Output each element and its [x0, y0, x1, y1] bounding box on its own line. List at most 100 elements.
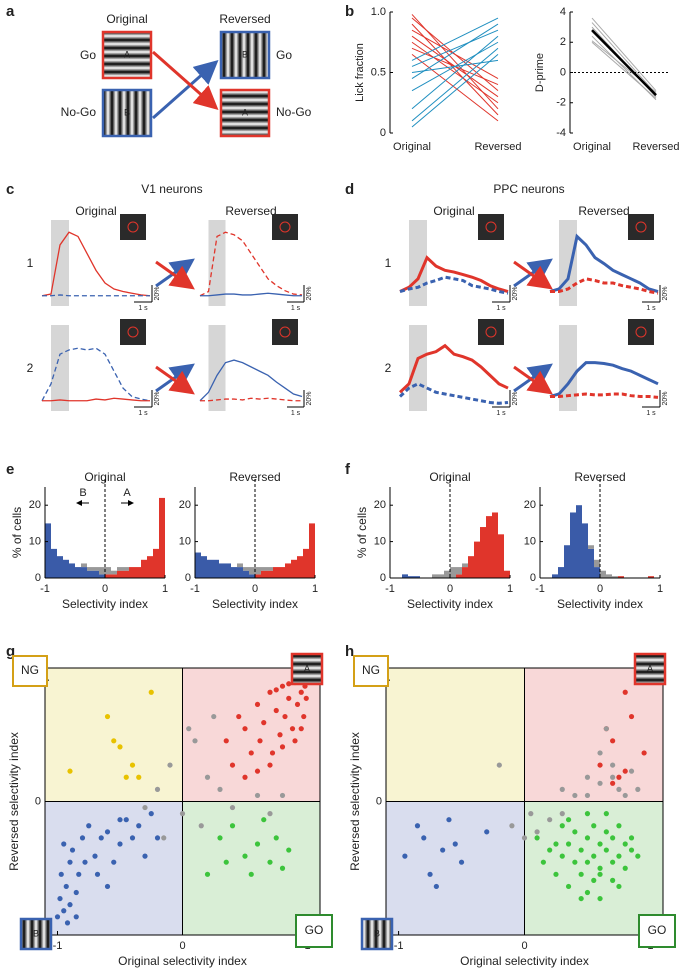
stimulus-letter: B [33, 928, 39, 938]
point [572, 792, 578, 799]
point [496, 762, 502, 768]
series-line [591, 29, 657, 97]
point [142, 853, 148, 859]
stimulus-letter: A [647, 663, 653, 673]
arrow [513, 260, 553, 290]
point [610, 835, 616, 841]
point [117, 744, 123, 750]
point [616, 774, 622, 780]
histogram-bar [498, 534, 504, 578]
point [236, 713, 242, 720]
corner-box [295, 914, 333, 948]
point [192, 738, 198, 744]
point [242, 853, 248, 859]
histogram-bar [588, 545, 594, 549]
histogram-bar [444, 570, 450, 578]
point [572, 859, 578, 865]
point [254, 768, 261, 774]
x-tick-label: 0 [521, 940, 527, 952]
point [273, 835, 279, 841]
point [261, 817, 267, 823]
histogram-bar [237, 567, 243, 578]
point [69, 847, 76, 853]
point [277, 732, 283, 738]
point [578, 847, 584, 853]
y-tick-label: 2 [560, 36, 566, 48]
point [509, 823, 515, 829]
x-axis-label: Selectivity index [557, 597, 643, 611]
histogram-bar [267, 567, 273, 571]
histogram-bar [480, 527, 486, 578]
cell-outline [127, 326, 139, 338]
arrow [155, 260, 195, 290]
point [610, 762, 616, 768]
histogram-bar [249, 567, 255, 575]
point [622, 841, 628, 847]
column-title: Reversed [225, 204, 276, 218]
annotation: B [79, 487, 86, 499]
histogram-bar [147, 556, 153, 578]
cell-image [478, 214, 504, 240]
stimulus-letter: A [304, 663, 310, 673]
x-tick-label: 1 [507, 583, 513, 595]
point [267, 811, 273, 817]
histogram-bar [153, 548, 159, 578]
y-tick-label: 0 [35, 795, 41, 807]
point [142, 804, 148, 811]
x-axis-label: Selectivity index [407, 597, 493, 611]
point [242, 726, 248, 732]
trace [549, 361, 659, 398]
histogram-bar [123, 567, 129, 571]
histogram-bar [474, 541, 480, 578]
point [267, 689, 273, 695]
scale-label: 20% [306, 287, 313, 301]
y-tick-label: 0.5 [371, 66, 386, 78]
point [597, 871, 603, 877]
scale-label: 1 s [138, 305, 148, 312]
grating [101, 30, 153, 80]
histogram-bar [225, 563, 231, 578]
point [57, 895, 63, 902]
point [603, 847, 609, 853]
histogram-bar [492, 512, 498, 578]
point [54, 914, 61, 920]
point [86, 823, 92, 829]
grating [290, 652, 324, 686]
point [641, 750, 647, 756]
point [559, 786, 565, 792]
series-line [411, 53, 499, 128]
label-nogo: No-Go [276, 105, 312, 119]
point [534, 835, 540, 841]
series-line [411, 47, 499, 122]
histogram-bar [600, 570, 606, 578]
point [298, 689, 304, 695]
corner-label: NG [362, 663, 380, 677]
histogram-bar [648, 576, 654, 578]
series-line [411, 53, 499, 122]
scale-label: 1 s [496, 305, 506, 312]
point [248, 871, 254, 877]
x-tick-label: 1 [312, 583, 318, 595]
point [136, 823, 142, 829]
point [635, 853, 641, 859]
point [267, 762, 273, 768]
scale-label: 20% [662, 287, 669, 301]
histogram-bar [606, 574, 612, 578]
histogram-bar [51, 548, 57, 578]
histogram-bar [279, 567, 285, 578]
point [622, 792, 628, 799]
quadrant [386, 668, 525, 802]
point [161, 835, 167, 841]
point [286, 847, 292, 853]
panel-label: c [6, 181, 14, 198]
point [597, 780, 603, 786]
trace [42, 294, 150, 297]
point [565, 841, 572, 847]
series-line [411, 29, 499, 79]
histogram-bar [291, 559, 297, 578]
series-line [411, 23, 499, 116]
histogram-bar [243, 567, 249, 571]
histogram-bar [243, 570, 249, 578]
grating [219, 88, 271, 138]
x-axis-label: Selectivity index [212, 597, 298, 611]
